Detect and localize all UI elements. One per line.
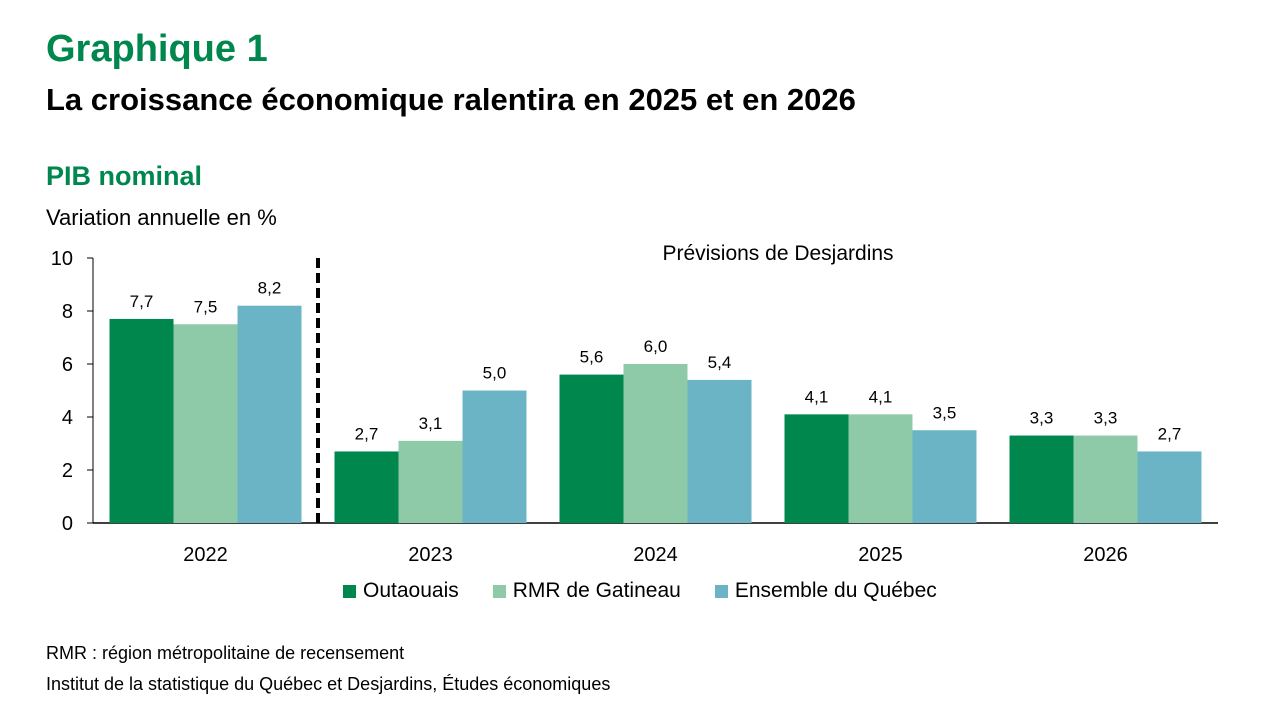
- chart-section-title: PIB nominal: [46, 161, 203, 191]
- bar-rmr-de-gatineau-2025: [848, 414, 913, 523]
- legend-item-outaouais: Outaouais: [343, 579, 459, 603]
- forecast-annotation: Prévisions de Desjardins: [662, 242, 893, 265]
- bar-outaouais-2022: [109, 318, 174, 523]
- data-label: 3,3: [1030, 409, 1054, 428]
- legend: Outaouais RMR de Gatineau Ensemble du Qu…: [343, 579, 971, 603]
- bar-rmr-de-gatineau-2026: [1073, 435, 1138, 523]
- footnote-definition: RMR : région métropolitaine de recenseme…: [46, 643, 405, 663]
- x-category-label: 2024: [633, 544, 678, 566]
- bar-ensemble-du-qu-bec-2025: [912, 430, 977, 523]
- y-tick-label: 0: [62, 513, 73, 535]
- data-label: 6,0: [644, 337, 668, 356]
- data-label: 4,1: [869, 387, 893, 406]
- data-label: 8,2: [258, 279, 282, 298]
- legend-swatch-rmr-gatineau: [492, 584, 506, 598]
- source-note: Institut de la statistique du Québec et …: [46, 674, 611, 694]
- bar-rmr-de-gatineau-2023: [398, 440, 463, 523]
- y-tick-label: 6: [62, 354, 73, 376]
- chart-subtitle: La croissance économique ralentira en 20…: [46, 82, 856, 117]
- bar-ensemble-du-qu-bec-2023: [462, 390, 527, 523]
- data-label: 3,3: [1094, 409, 1118, 428]
- data-label: 5,0: [483, 364, 507, 383]
- legend-label-ensemble-quebec: Ensemble du Québec: [734, 579, 937, 602]
- data-label: 5,4: [708, 353, 732, 372]
- legend-swatch-outaouais: [343, 584, 356, 598]
- x-category-label: 2026: [1083, 544, 1128, 566]
- bar-rmr-de-gatineau-2024: [623, 364, 688, 523]
- y-tick-label: 2: [62, 460, 73, 482]
- legend-label-rmr-gatineau: RMR de Gatineau: [512, 579, 681, 602]
- x-category-label: 2025: [858, 544, 903, 566]
- legend-item-rmr-gatineau: RMR de Gatineau: [492, 579, 681, 603]
- legend-label-outaouais: Outaouais: [363, 579, 459, 602]
- y-axis-ticks: 0 2 4 6 8 10: [51, 248, 93, 535]
- bar-ensemble-du-qu-bec-2024: [687, 379, 752, 523]
- data-label: 4,1: [805, 387, 829, 406]
- y-tick-label: 8: [62, 301, 73, 323]
- x-axis-categories: 2022 2023 2024 2025 2026: [183, 544, 1128, 566]
- y-tick-label: 10: [51, 248, 73, 270]
- y-tick-label: 4: [62, 407, 73, 429]
- bar-outaouais-2023: [334, 451, 399, 523]
- legend-swatch-ensemble-quebec: [714, 584, 728, 598]
- data-label: 2,7: [1158, 424, 1182, 443]
- data-label: 3,5: [933, 403, 957, 422]
- chart-number-title: Graphique 1: [46, 28, 268, 70]
- bar-outaouais-2025: [784, 414, 849, 523]
- bars-group: 7,7 7,5 8,2 2,7 3,1 5,0 5,6 6,0 5,4 4,1 4,1 3,5 3,3 3…: [109, 279, 1202, 523]
- data-label: 5,6: [580, 348, 604, 367]
- data-label: 7,5: [194, 297, 218, 316]
- bar-rmr-de-gatineau-2022: [173, 324, 238, 523]
- data-label: 7,7: [130, 292, 154, 311]
- bar-outaouais-2026: [1009, 435, 1074, 523]
- bar-ensemble-du-qu-bec-2022: [237, 305, 302, 523]
- bar-ensemble-du-qu-bec-2026: [1137, 451, 1202, 523]
- y-axis-unit-label: Variation annuelle en %: [46, 205, 277, 230]
- legend-item-ensemble-quebec: Ensemble du Québec: [714, 579, 937, 603]
- x-category-label: 2022: [183, 544, 228, 566]
- bar-outaouais-2024: [559, 374, 624, 523]
- data-label: 2,7: [355, 424, 379, 443]
- data-label: 3,1: [419, 414, 443, 433]
- x-category-label: 2023: [408, 544, 453, 566]
